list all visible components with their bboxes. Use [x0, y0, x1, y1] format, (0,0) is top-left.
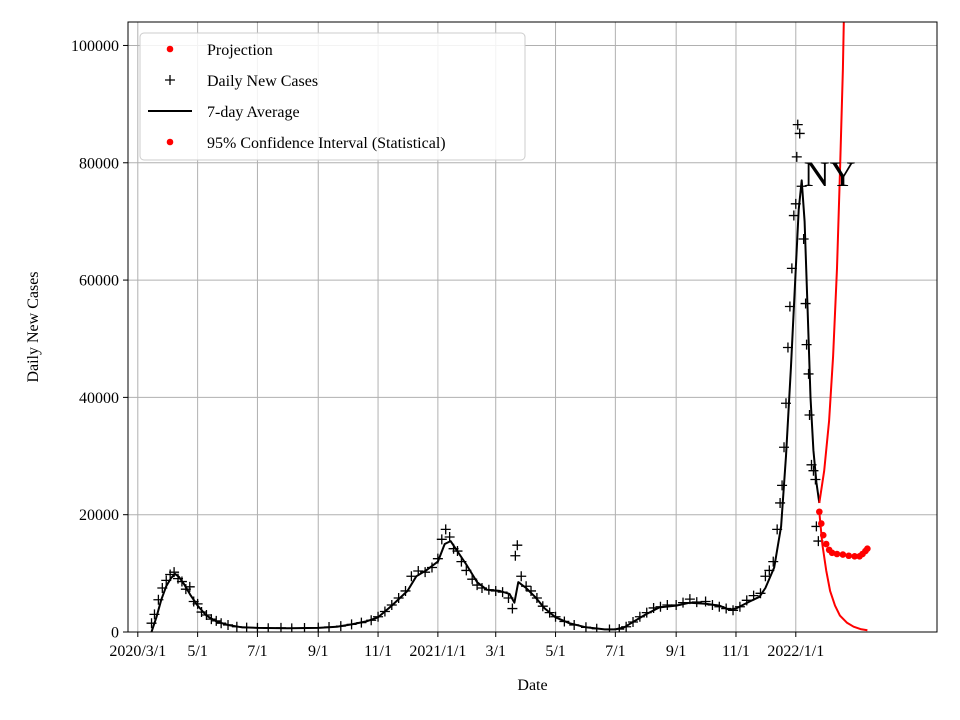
point-daily-new-cases — [700, 596, 711, 607]
point-daily-new-cases — [440, 524, 451, 535]
point-daily-new-cases — [400, 585, 411, 596]
series-line-95-confidence-interval-statistical — [818, 22, 845, 504]
point-daily-new-cases — [507, 603, 518, 614]
point-daily-new-cases — [777, 480, 788, 491]
point-daily-new-cases — [444, 531, 455, 542]
legend-box — [139, 32, 526, 161]
x-tick-label: 7/1 — [605, 643, 625, 660]
legend-label: Projection — [207, 42, 273, 59]
point-projection — [822, 540, 830, 548]
point-daily-new-cases — [798, 234, 809, 245]
point-daily-new-cases — [788, 210, 799, 221]
x-tick-label: 2021/1/1 — [409, 643, 466, 660]
point-daily-new-cases — [792, 119, 803, 130]
y-tick-label: 80000 — [79, 155, 119, 172]
x-tick-label: 7/1 — [247, 643, 267, 660]
point-daily-new-cases — [794, 128, 805, 139]
x-tick-label: 11/1 — [722, 643, 750, 660]
point-daily-new-cases — [800, 298, 811, 309]
x-axis-label: Date — [517, 677, 547, 694]
x-tick-label: 9/1 — [666, 643, 686, 660]
x-tick-label: 2022/1/1 — [767, 643, 824, 660]
y-tick-label: 40000 — [79, 390, 119, 407]
legend-label: 7-day Average — [207, 104, 300, 121]
plot-frame — [127, 21, 938, 633]
y-tick-label: 0 — [111, 625, 119, 642]
y-tick-label: 20000 — [79, 507, 119, 524]
point-daily-new-cases — [768, 556, 779, 567]
plot-series — [146, 22, 871, 632]
x-tick-label: 11/1 — [364, 643, 392, 660]
point-projection — [816, 508, 823, 516]
point-daily-new-cases — [516, 571, 527, 582]
point-daily-new-cases — [801, 339, 812, 350]
point-daily-new-cases — [510, 550, 521, 561]
point-daily-new-cases — [803, 368, 814, 379]
legend-label: Daily New Cases — [207, 73, 318, 90]
point-daily-new-cases — [662, 600, 673, 611]
point-projection — [839, 551, 847, 558]
point-daily-new-cases — [791, 151, 802, 162]
y-axis-label: Daily New Cases — [25, 271, 42, 382]
y-tick-label: 100000 — [71, 38, 119, 55]
series-line-7-day-average — [150, 179, 821, 632]
x-tick-label: 5/1 — [545, 643, 565, 660]
point-daily-new-cases — [804, 409, 815, 420]
point-projection — [851, 553, 858, 560]
point-daily-new-cases — [406, 571, 417, 582]
axis-ticks: 2020/3/1 5/1 7/1 9/1 11/1 2021/1/1 3/1 5/1 7/1 9/… — [71, 38, 824, 660]
legend-marker-dot — [166, 138, 174, 146]
point-projection — [864, 545, 871, 553]
point-daily-new-cases — [760, 571, 771, 582]
legend-marker-dot — [166, 45, 174, 53]
point-projection — [845, 552, 853, 560]
point-projection — [833, 550, 841, 558]
x-tick-label: 3/1 — [486, 643, 506, 660]
series-line-95-confidence-interval-statistical — [818, 511, 868, 632]
chart-annotation: NY — [804, 154, 856, 194]
point-daily-new-cases — [436, 534, 447, 545]
y-tick-label: 60000 — [79, 273, 119, 290]
legend: Projection Daily New Cases 7-day Average 95… — [139, 32, 526, 161]
point-daily-new-cases — [512, 540, 523, 551]
x-tick-label: 2020/3/1 — [109, 643, 166, 660]
point-daily-new-cases — [192, 598, 203, 609]
point-daily-new-cases — [808, 465, 819, 476]
x-tick-label: 5/1 — [187, 643, 207, 660]
legend-marker-plus — [165, 75, 175, 85]
x-tick-label: 9/1 — [308, 643, 328, 660]
legend-label: 95% Confidence Interval (Statistical) — [207, 135, 446, 152]
